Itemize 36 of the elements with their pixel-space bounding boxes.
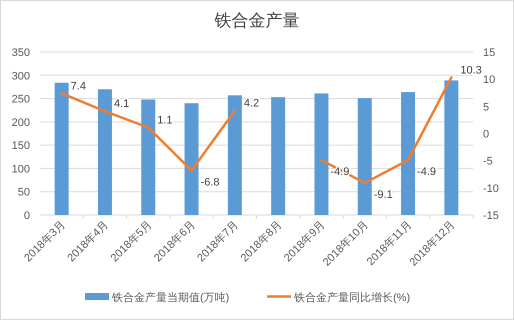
y2-tick-label: 15 bbox=[483, 47, 496, 59]
bar bbox=[358, 98, 372, 215]
y-tick-label: 0 bbox=[24, 210, 30, 222]
data-label: 4.2 bbox=[244, 98, 260, 110]
bar bbox=[184, 103, 199, 215]
data-label: 7.4 bbox=[70, 80, 86, 92]
bar bbox=[401, 92, 416, 215]
y2-tick-label: 10 bbox=[483, 74, 496, 86]
y-tick-label: 250 bbox=[12, 94, 30, 106]
legend-label: 铁合金产量当期值(万吨) bbox=[111, 291, 230, 304]
y-tick-label: 150 bbox=[12, 140, 30, 152]
y2-tick-label: -5 bbox=[483, 156, 493, 168]
data-label: 4.1 bbox=[114, 98, 130, 110]
data-label: 1.1 bbox=[157, 114, 173, 127]
legend-label: 铁合金产量同比增长(%) bbox=[293, 291, 410, 304]
bar bbox=[314, 93, 328, 215]
bar bbox=[271, 97, 286, 215]
chart-title: 铁合金产量 bbox=[214, 11, 300, 30]
y-tick-label: 300 bbox=[12, 70, 30, 82]
y2-tick-label: -10 bbox=[483, 182, 499, 195]
y2-tick-label: 0 bbox=[483, 128, 490, 140]
y-tick-label: 100 bbox=[12, 163, 30, 176]
bar bbox=[444, 80, 458, 215]
data-label: -6.8 bbox=[200, 176, 220, 188]
y2-tick-label: 5 bbox=[483, 101, 490, 114]
bar bbox=[54, 82, 69, 215]
bar bbox=[228, 95, 242, 215]
y2-tick-label: -15 bbox=[483, 210, 499, 222]
y-tick-label: 50 bbox=[18, 186, 30, 199]
y-tick-label: 350 bbox=[12, 47, 30, 59]
y-tick-label: 200 bbox=[12, 116, 30, 129]
bar bbox=[141, 100, 156, 215]
data-label: -4.9 bbox=[417, 166, 436, 178]
data-label: -9.1 bbox=[374, 188, 393, 201]
data-label: 10.3 bbox=[460, 64, 482, 77]
bar bbox=[98, 89, 112, 215]
